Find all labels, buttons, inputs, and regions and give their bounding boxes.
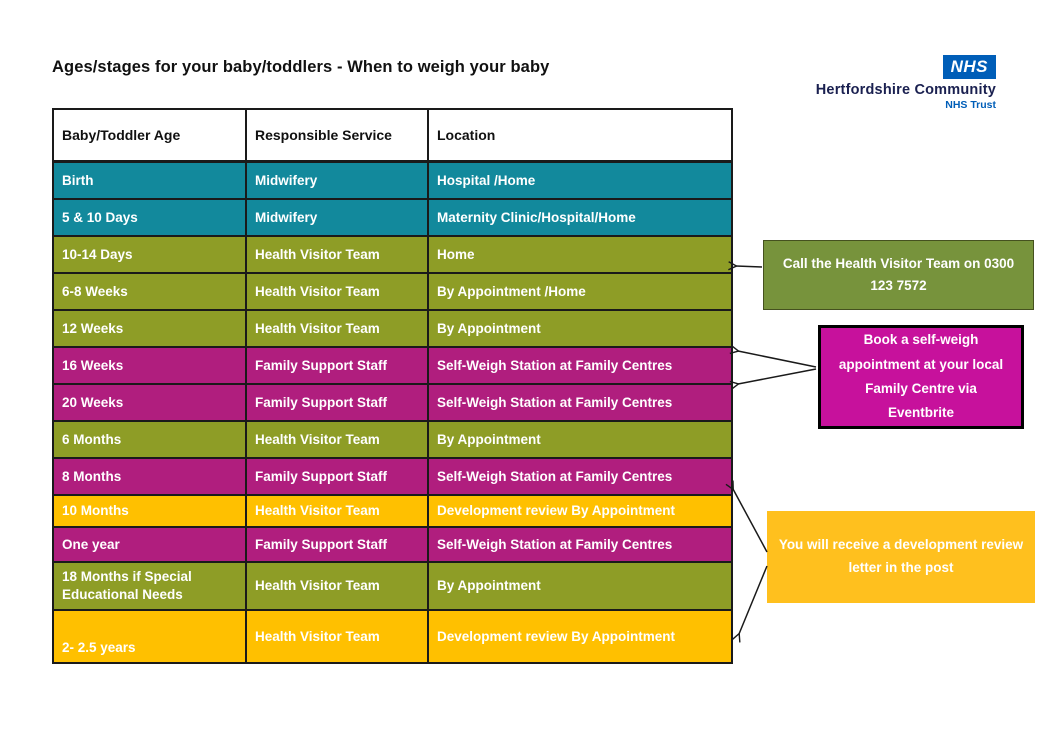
table-row: 2- 2.5 years Health Visitor Team Developme… xyxy=(52,609,733,664)
cell-age: Birth xyxy=(52,160,247,200)
table-row: 10-14 Days Health Visitor Team Home xyxy=(52,235,733,274)
cell-service: Midwifery xyxy=(245,198,429,237)
cell-location: By Appointment xyxy=(427,309,733,348)
nhs-logo-icon: NHS xyxy=(942,55,996,79)
header-location: Location xyxy=(427,108,733,163)
callout-development-review-letter-text: You will receive a development review le… xyxy=(778,537,1024,575)
cell-location: Self-Weigh Station at Family Centres xyxy=(427,457,733,496)
cell-age: 8 Months xyxy=(52,457,247,496)
cell-location: Development review By Appointment xyxy=(427,609,733,664)
table-row: 12 Weeks Health Visitor Team By Appointmen… xyxy=(52,309,733,348)
cell-age: 12 Weeks xyxy=(52,309,247,348)
table-row: 6 Months Health Visitor Team By Appointmen… xyxy=(52,420,733,459)
table-row: One year Family Support Staff Self-Weigh S… xyxy=(52,526,733,563)
arrow-review-2y xyxy=(731,565,768,643)
arrow-review-10m xyxy=(725,480,768,553)
cell-location: Home xyxy=(427,235,733,274)
cell-age: 10 Months xyxy=(52,494,247,528)
table-row: 16 Weeks Family Support Staff Self-Weigh S… xyxy=(52,346,733,385)
table-row: 5 & 10 Days Midwifery Maternity Clinic/Hos… xyxy=(52,198,733,237)
cell-age: 6 Months xyxy=(52,420,247,459)
cell-age: 20 Weeks xyxy=(52,383,247,422)
cell-location: By Appointment xyxy=(427,561,733,611)
logo-org-name: Hertfordshire Community xyxy=(815,82,996,98)
header-service: Responsible Service xyxy=(245,108,429,163)
table-row: 18 Months if Special Educational Needs He… xyxy=(52,561,733,611)
cell-age: 18 Months if Special Educational Needs xyxy=(52,561,247,611)
cell-service: Health Visitor Team xyxy=(245,272,429,311)
table-header-row: Baby/Toddler Age Responsible Service Loc… xyxy=(52,108,733,163)
cell-location: Hospital /Home xyxy=(427,160,733,200)
cell-service: Health Visitor Team xyxy=(245,420,429,459)
table-row: Birth Midwifery Hospital /Home xyxy=(52,160,733,200)
arrow-self-weigh-16w xyxy=(729,345,817,368)
cell-location: Self-Weigh Station at Family Centres xyxy=(427,526,733,563)
cell-age: 16 Weeks xyxy=(52,346,247,385)
table-row: 20 Weeks Family Support Staff Self-Weigh S… xyxy=(52,383,733,422)
logo-trust-name: NHS Trust xyxy=(945,99,996,111)
table-row: 10 Months Health Visitor Team Development … xyxy=(52,494,733,528)
cell-service: Health Visitor Team xyxy=(245,609,429,664)
cell-service: Health Visitor Team xyxy=(245,494,429,528)
cell-age: 6-8 Weeks xyxy=(52,272,247,311)
weigh-schedule-table: Baby/Toddler Age Responsible Service Loc… xyxy=(52,108,733,664)
page-title: Ages/stages for your baby/toddlers - Whe… xyxy=(52,58,550,76)
table-row: 6-8 Weeks Health Visitor Team By Appointme… xyxy=(52,272,733,311)
arrow-health-visitor xyxy=(728,261,763,271)
callout-call-health-visitor-text: Call the Health Visitor Team on 0300 123… xyxy=(782,256,1015,293)
callout-book-self-weigh-text: Book a self-weigh appointment at your lo… xyxy=(838,332,1004,421)
cell-service: Midwifery xyxy=(245,160,429,200)
cell-location: Self-Weigh Station at Family Centres xyxy=(427,346,733,385)
callout-book-self-weigh: Book a self-weigh appointment at your lo… xyxy=(818,325,1024,429)
table-body: Birth Midwifery Hospital /Home 5 & 10 Days M… xyxy=(52,160,733,664)
cell-age: 2- 2.5 years xyxy=(52,609,247,664)
cell-age: 5 & 10 Days xyxy=(52,198,247,237)
cell-service: Health Visitor Team xyxy=(245,561,429,611)
header-age: Baby/Toddler Age xyxy=(52,108,247,163)
cell-service: Health Visitor Team xyxy=(245,309,429,348)
arrow-self-weigh-20w xyxy=(729,368,817,390)
cell-location: By Appointment /Home xyxy=(427,272,733,311)
cell-service: Family Support Staff xyxy=(245,526,429,563)
cell-service: Health Visitor Team xyxy=(245,235,429,274)
cell-service: Family Support Staff xyxy=(245,383,429,422)
cell-service: Family Support Staff xyxy=(245,346,429,385)
callout-development-review-letter: You will receive a development review le… xyxy=(767,511,1035,603)
cell-service: Family Support Staff xyxy=(245,457,429,496)
cell-age: One year xyxy=(52,526,247,563)
cell-age: 10-14 Days xyxy=(52,235,247,274)
nhs-logo: NHS Hertfordshire Community NHS Trust xyxy=(736,55,996,111)
cell-location: By Appointment xyxy=(427,420,733,459)
cell-location: Maternity Clinic/Hospital/Home xyxy=(427,198,733,237)
cell-location: Self-Weigh Station at Family Centres xyxy=(427,383,733,422)
table-row: 8 Months Family Support Staff Self-Weigh S… xyxy=(52,457,733,496)
callout-call-health-visitor: Call the Health Visitor Team on 0300 123… xyxy=(763,240,1034,310)
cell-location: Development review By Appointment xyxy=(427,494,733,528)
